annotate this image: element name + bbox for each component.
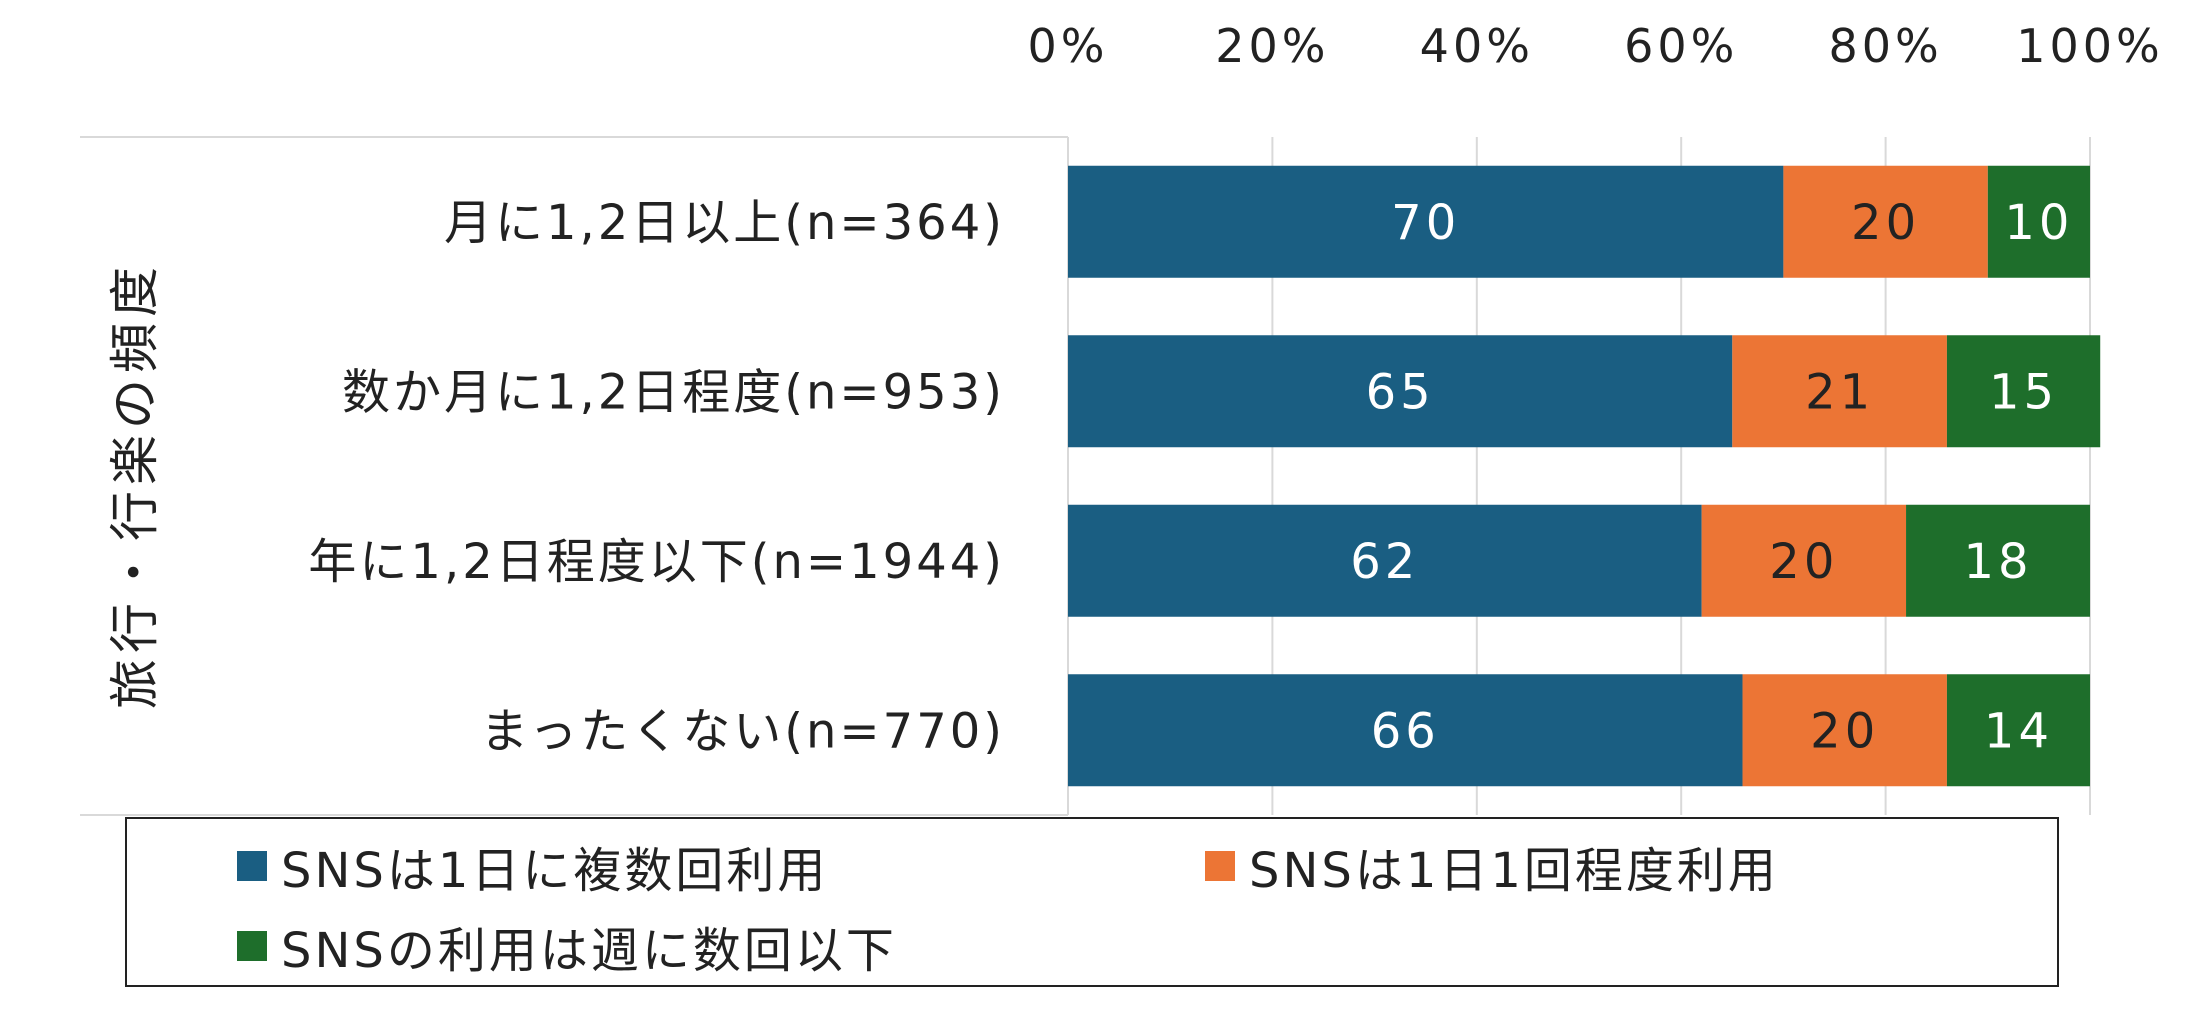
category-label: まったくない(n=770) [480, 703, 1005, 759]
data-label: 10 [2004, 195, 2073, 251]
legend-item-multiple-daily: SNSは1日に複数回利用 [237, 831, 828, 901]
category-label: 数か月に1,2日程度(n=953) [342, 364, 1005, 420]
x-tick-label: 0% [1028, 19, 1109, 73]
category-label: 年に1,2日程度以下(n=1944) [308, 534, 1005, 590]
bar-segment [1906, 504, 2090, 617]
category-labels: 月に1,2日以上(n=364) 数か月に1,2日程度(n=953) 年に1,2日程度… [308, 195, 1005, 760]
bar-segment [1742, 674, 1947, 787]
bars: 70 20 10 65 21 15 62 20 18 66 20 14 [1068, 165, 2101, 787]
data-label: 20 [1810, 703, 1879, 759]
legend-swatch [237, 931, 267, 961]
data-label: 15 [1989, 364, 2058, 420]
bar-segment [1987, 165, 2090, 278]
x-tick-label: 80% [1828, 19, 1942, 73]
data-label: 66 [1371, 703, 1440, 759]
bar-segment [1732, 335, 1947, 448]
y-axis-label: 旅行・行楽の頻度 [106, 261, 164, 709]
data-label: 20 [1769, 534, 1838, 590]
data-label: 65 [1366, 364, 1435, 420]
legend-swatch [237, 851, 267, 881]
data-label: 70 [1391, 195, 1460, 251]
legend-item-weekly: SNSの利用は週に数回以下 [237, 911, 897, 981]
data-label: 21 [1805, 364, 1874, 420]
bar-segment [1946, 674, 2090, 787]
x-axis-ticks: 0% 20% 40% 60% 80% 100% [1028, 19, 2164, 73]
bar-segment [1783, 165, 1988, 278]
x-tick-label: 60% [1624, 19, 1738, 73]
data-label: 14 [1984, 703, 2053, 759]
category-label: 月に1,2日以上(n=364) [444, 195, 1005, 251]
bar-segment [1068, 165, 1784, 278]
bar-segment [1068, 335, 1733, 448]
x-tick-label: 100% [2016, 19, 2164, 73]
legend-label: SNSの利用は週に数回以下 [281, 923, 897, 979]
data-label: 20 [1851, 195, 1920, 251]
x-tick-label: 20% [1215, 19, 1329, 73]
legend-label: SNSは1日1回程度利用 [1249, 843, 1779, 899]
data-label: 62 [1350, 534, 1419, 590]
bar-segment [1701, 504, 1907, 617]
legend-swatch [1205, 851, 1235, 881]
legend-label: SNSは1日に複数回利用 [281, 843, 829, 899]
bar-segment [1068, 674, 1743, 787]
x-tick-label: 40% [1420, 19, 1534, 73]
bar-segment [1068, 504, 1702, 617]
legend-item-once-daily: SNSは1日1回程度利用 [1205, 831, 1779, 901]
legend: SNSは1日に複数回利用 SNSは1日1回程度利用 SNSの利用は週に数回以下 [125, 817, 2059, 987]
data-label: 18 [1963, 534, 2032, 590]
bar-segment [1946, 335, 2101, 448]
